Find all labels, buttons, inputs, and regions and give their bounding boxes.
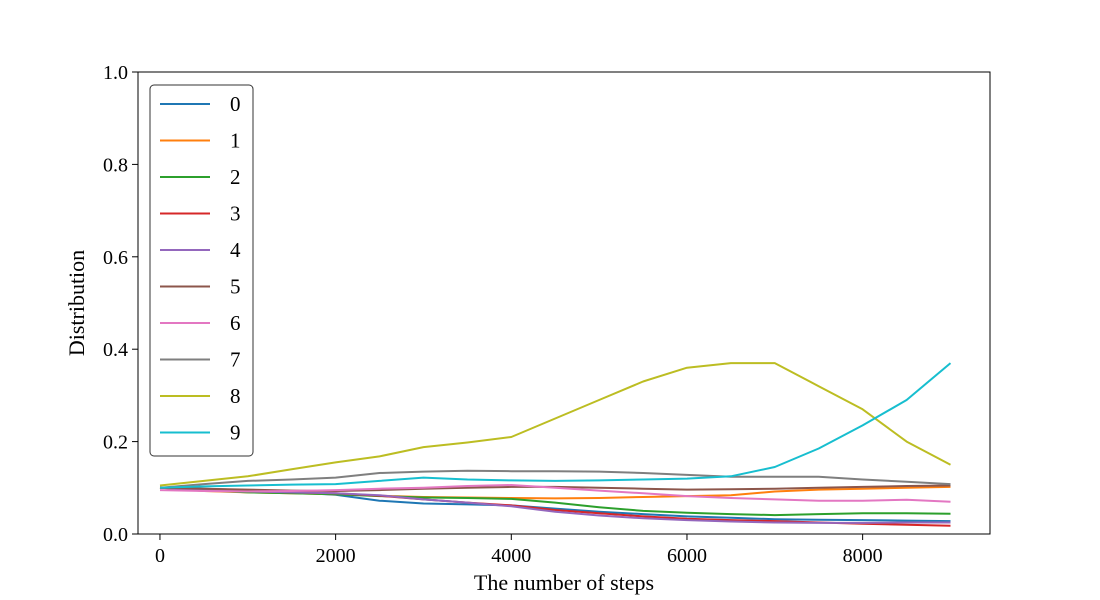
- x-axis-title: The number of steps: [474, 570, 654, 595]
- x-tick-label: 0: [155, 545, 165, 567]
- series-line-6: [159, 484, 951, 503]
- legend-label-9: 9: [230, 421, 241, 445]
- x-tick-label: 6000: [667, 545, 707, 567]
- series-line-9: [159, 362, 952, 489]
- series-line-7: [159, 469, 951, 489]
- legend-label-8: 8: [230, 384, 241, 408]
- y-axis-title: Distribution: [64, 250, 89, 356]
- x-tick-label: 2000: [316, 545, 356, 567]
- legend-label-4: 4: [230, 238, 241, 262]
- plot-area-frame: [137, 71, 991, 535]
- y-tick-label: 0.4: [103, 339, 128, 361]
- x-axis: 0 2000 4000 6000 8000: [155, 534, 883, 567]
- y-tick-label: 0.6: [103, 247, 128, 269]
- y-tick-label: 1.0: [103, 62, 128, 84]
- x-tick-label: 8000: [843, 545, 883, 567]
- legend-label-0: 0: [230, 92, 241, 116]
- series-line-4: [159, 486, 951, 524]
- legend-label-5: 5: [230, 275, 241, 299]
- x-tick-label: 4000: [491, 545, 531, 567]
- legend-label-6: 6: [230, 311, 241, 335]
- y-tick-label: 0.0: [103, 524, 128, 546]
- series-line-8: [159, 362, 951, 487]
- legend-label-2: 2: [230, 165, 241, 189]
- y-tick-label: 0.2: [103, 432, 128, 454]
- y-axis: 0.0 0.2 0.4 0.6 0.8 1.0: [103, 62, 138, 546]
- legend-label-3: 3: [230, 202, 241, 226]
- series-layer: [159, 362, 952, 527]
- legend-label-7: 7: [230, 348, 241, 372]
- y-tick-label: 0.8: [103, 154, 128, 176]
- legend-label-1: 1: [230, 129, 241, 153]
- legend: 0 1 2 3 4 5 6 7 8 9: [149, 84, 254, 457]
